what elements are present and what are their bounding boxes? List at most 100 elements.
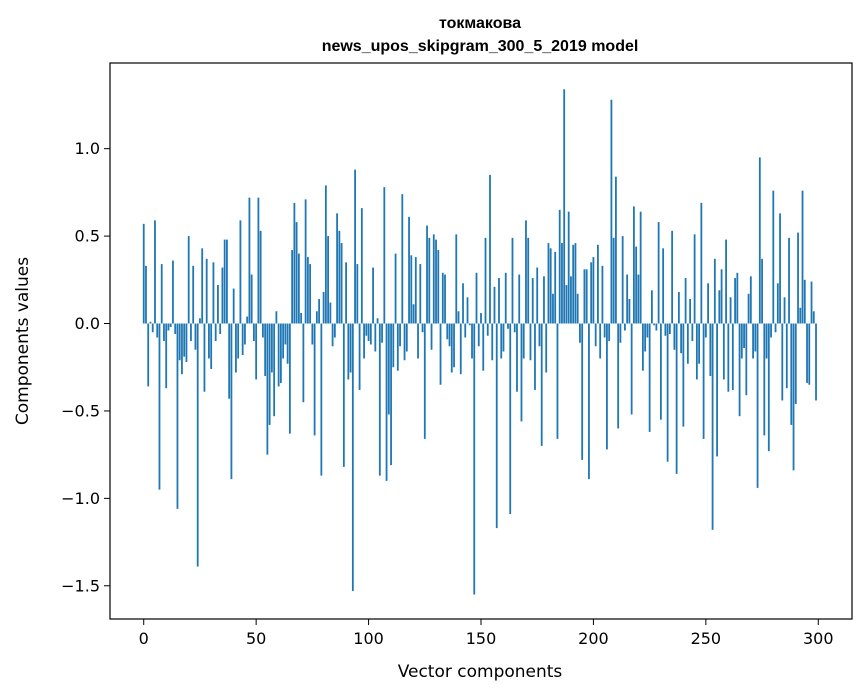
bar <box>608 323 611 341</box>
bar <box>711 323 714 530</box>
bar <box>300 313 303 324</box>
bar <box>437 250 440 324</box>
bar <box>482 323 485 371</box>
bar <box>601 265 604 324</box>
bar <box>423 323 426 439</box>
bar <box>788 237 790 324</box>
bar <box>381 323 383 343</box>
bar <box>295 222 298 324</box>
bar <box>201 248 204 324</box>
bar <box>347 323 350 380</box>
bar <box>342 323 345 467</box>
bar <box>745 323 748 396</box>
bar <box>756 323 759 488</box>
bar <box>754 323 757 352</box>
bar <box>709 323 712 376</box>
bar <box>363 323 365 359</box>
bar <box>426 225 428 324</box>
bar <box>644 323 647 352</box>
bar <box>439 323 442 385</box>
bar <box>718 290 721 324</box>
bar <box>374 323 377 352</box>
bar <box>527 237 530 324</box>
bar <box>394 253 397 324</box>
bar <box>641 323 644 371</box>
bar <box>525 220 527 324</box>
bar <box>372 267 374 324</box>
bar <box>628 299 631 324</box>
bar <box>223 239 226 324</box>
bar <box>725 239 727 324</box>
bar <box>441 272 444 324</box>
bar <box>257 197 260 324</box>
bar <box>464 323 467 338</box>
bar <box>356 264 359 324</box>
bar <box>219 323 222 335</box>
bar <box>812 311 815 324</box>
bar <box>801 190 804 324</box>
bar <box>572 244 575 324</box>
x-tick-label: 50 <box>246 629 266 648</box>
bar <box>538 323 541 347</box>
bar <box>414 257 417 324</box>
bar <box>165 323 168 389</box>
bar <box>471 323 473 359</box>
bar <box>169 323 172 328</box>
bar <box>770 323 772 338</box>
bar <box>282 323 285 359</box>
bar <box>664 323 667 336</box>
bar <box>284 323 287 345</box>
bar <box>498 278 500 324</box>
bar <box>444 274 446 324</box>
bar <box>187 236 190 324</box>
bar <box>648 323 651 432</box>
bar <box>509 323 512 515</box>
bar <box>574 243 577 324</box>
bar <box>360 208 363 324</box>
bar <box>797 232 799 324</box>
bar <box>639 211 642 324</box>
bar <box>338 230 341 324</box>
bar <box>594 323 597 347</box>
bar <box>315 311 318 324</box>
bar <box>603 323 606 338</box>
bar <box>540 323 543 446</box>
bar <box>531 278 534 324</box>
bar <box>729 297 732 324</box>
bar <box>552 293 554 324</box>
bar <box>536 267 539 324</box>
bar <box>196 323 199 567</box>
bar <box>549 248 552 324</box>
bar <box>691 323 694 341</box>
bar <box>145 265 147 324</box>
bar <box>181 323 183 375</box>
bar <box>446 323 449 340</box>
bar <box>390 323 392 466</box>
bar <box>369 323 372 345</box>
x-tick-label: 150 <box>466 629 497 648</box>
bar <box>576 293 579 324</box>
bar <box>792 323 795 471</box>
y-tick-label: −0.5 <box>61 401 100 420</box>
bar <box>304 199 307 324</box>
bar <box>477 323 480 347</box>
bar <box>228 323 231 399</box>
bar <box>336 213 338 324</box>
bar <box>367 323 370 341</box>
bar <box>673 323 676 350</box>
bar <box>702 323 705 439</box>
bar <box>244 323 246 345</box>
bar <box>779 213 781 324</box>
bar <box>507 323 509 329</box>
bar <box>684 278 687 324</box>
bar <box>597 244 599 324</box>
bar <box>230 323 233 480</box>
bar <box>610 99 613 324</box>
bar <box>453 323 455 368</box>
bar <box>581 323 584 460</box>
bar <box>279 323 282 383</box>
bar <box>590 262 593 324</box>
bar <box>473 323 476 595</box>
bar <box>176 323 179 509</box>
bar <box>194 323 197 350</box>
